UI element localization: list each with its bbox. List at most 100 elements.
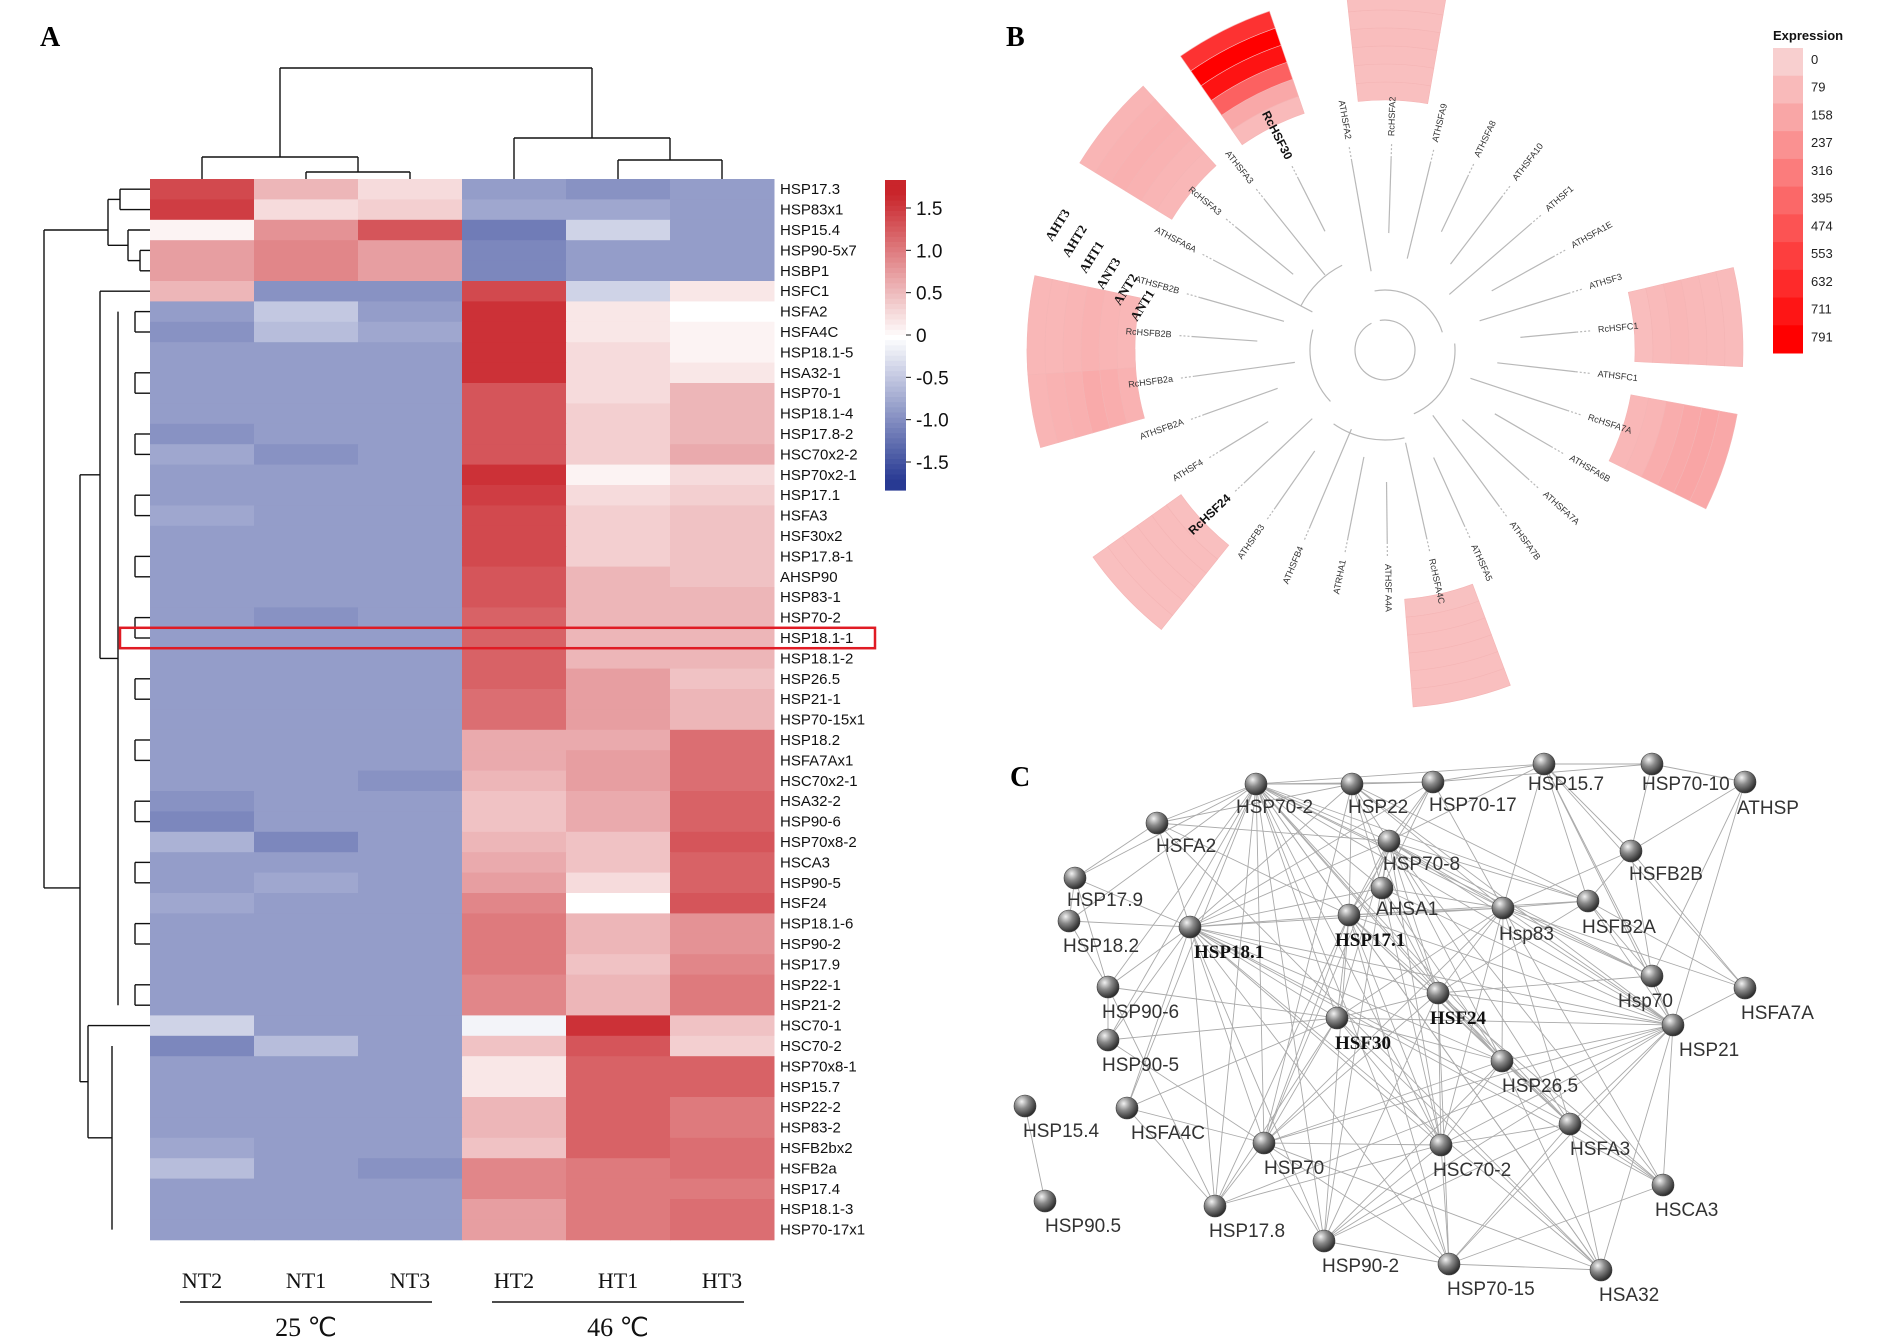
heatmap-cell bbox=[358, 281, 463, 302]
heatmap-cell bbox=[462, 1158, 567, 1180]
heatmap-cell bbox=[670, 505, 775, 527]
node-hsp83 bbox=[1491, 896, 1515, 920]
heatmap-cell bbox=[462, 464, 567, 486]
node-hsp90-5 bbox=[1033, 1189, 1057, 1213]
tree-branch bbox=[1203, 387, 1278, 416]
heatmap-cell bbox=[670, 444, 775, 466]
heatmap-cell bbox=[566, 301, 671, 323]
heatmap-cell bbox=[358, 668, 463, 690]
heatmap-cell bbox=[566, 525, 671, 547]
node-label-hsfb2b: HSFB2B bbox=[1629, 864, 1703, 885]
heatmap-cell bbox=[150, 1015, 255, 1037]
heatmap-cell bbox=[254, 729, 359, 751]
network-edge bbox=[1255, 783, 1450, 1265]
node-hsp70 bbox=[1640, 964, 1664, 988]
tree-tip-link bbox=[1266, 507, 1276, 520]
network-edge bbox=[1388, 840, 1439, 994]
heatmap-cell bbox=[462, 485, 567, 506]
node-label-hsp22: HSP22 bbox=[1348, 797, 1408, 818]
node-hsp90-5 bbox=[1096, 1028, 1120, 1052]
heatmap-cell bbox=[670, 1178, 775, 1200]
heatmap-cell bbox=[462, 831, 567, 853]
node-hsp70 bbox=[1252, 1131, 1276, 1155]
network-edge bbox=[1323, 840, 1390, 1242]
network-edge bbox=[1348, 783, 1353, 916]
heatmap-cell bbox=[254, 668, 359, 690]
heatmap-cell bbox=[150, 444, 255, 466]
tree-tip-link bbox=[1202, 253, 1216, 262]
tip-label-athsfa3: ATHSFA3 bbox=[1223, 149, 1255, 186]
tree-tip-link bbox=[1209, 449, 1222, 459]
network-edge bbox=[1651, 781, 1746, 977]
heatmap-cell bbox=[358, 219, 463, 241]
heatmap-cell bbox=[358, 179, 463, 200]
tip-label-rchsfc1: RcHSFC1 bbox=[1598, 321, 1639, 335]
expression-cell bbox=[1411, 668, 1511, 708]
color-scale-step bbox=[885, 304, 906, 310]
network-edge bbox=[1126, 926, 1191, 1109]
tree-tip-link bbox=[1190, 414, 1205, 420]
tip-label-rchsfb2b: RcHSFB2B bbox=[1125, 326, 1172, 339]
heatmap-cell bbox=[150, 933, 255, 955]
network-edge bbox=[1543, 763, 1746, 989]
heatmap-cell bbox=[150, 1158, 255, 1180]
heatmap-cell bbox=[150, 342, 255, 364]
row-label-hsp70-1: HSP70-1 bbox=[780, 385, 841, 402]
heatmap-cell bbox=[670, 362, 775, 384]
node-athsp bbox=[1733, 770, 1757, 794]
node-hsf24 bbox=[1426, 981, 1450, 1005]
color-scale-step bbox=[885, 293, 906, 300]
heatmap-cell bbox=[462, 199, 567, 221]
heatmap-cell bbox=[150, 1035, 255, 1057]
node-hsca3 bbox=[1651, 1173, 1675, 1197]
expression-legend-step bbox=[1773, 158, 1803, 188]
network-edge bbox=[1336, 907, 1504, 1019]
tree-branch bbox=[1193, 336, 1258, 342]
heatmap-cell bbox=[462, 1056, 567, 1078]
node-hsp15-4 bbox=[1013, 1094, 1037, 1118]
tree-tip-link bbox=[1186, 293, 1201, 299]
row-label-hsp21-1: HSP21-1 bbox=[780, 691, 841, 708]
heatmap-cell bbox=[462, 505, 567, 527]
network-edge bbox=[1126, 1017, 1338, 1109]
network-edge bbox=[1501, 907, 1504, 1062]
color-scale-step bbox=[885, 216, 906, 222]
expression-cell bbox=[1689, 410, 1738, 510]
color-scale-step bbox=[885, 335, 906, 341]
expression-cell bbox=[1346, 0, 1446, 16]
color-scale-step bbox=[885, 474, 906, 481]
heatmap-cell bbox=[670, 933, 775, 955]
heatmap-cell bbox=[462, 1219, 567, 1241]
tree-branch bbox=[1200, 297, 1285, 322]
color-scale-step bbox=[885, 236, 906, 243]
network-edge bbox=[1440, 1123, 1571, 1146]
heatmap-cell bbox=[150, 1219, 255, 1241]
heatmap-cell bbox=[566, 321, 671, 343]
network-edge bbox=[1440, 1024, 1674, 1146]
network-edge bbox=[1600, 1024, 1674, 1271]
heatmap-cell bbox=[150, 423, 255, 445]
color-scale-step bbox=[885, 453, 906, 460]
heatmap-cell bbox=[150, 750, 255, 772]
tip-label-athsf3: ATHSF3 bbox=[1588, 271, 1623, 291]
heatmap-cell bbox=[566, 1158, 671, 1180]
expression-legend-step bbox=[1773, 269, 1803, 299]
heatmap-cell bbox=[254, 1199, 359, 1220]
heatmap-cell bbox=[566, 362, 671, 384]
tree-tip-link bbox=[1500, 185, 1511, 198]
node-label-hsp18-2: HSP18.2 bbox=[1063, 936, 1139, 957]
row-label-hsp90-6: HSP90-6 bbox=[780, 814, 841, 831]
network-edge bbox=[1068, 920, 1191, 928]
heatmap-cell bbox=[150, 913, 255, 935]
row-label-hsc70-2: HSC70-2 bbox=[780, 1038, 842, 1055]
color-scale-step bbox=[885, 205, 906, 212]
heatmap-cell bbox=[358, 464, 463, 486]
network-edge bbox=[1381, 887, 1674, 1026]
row-label-hsp83-1: HSP83-1 bbox=[780, 589, 841, 606]
tip-label-athsfa8: ATHSFA8 bbox=[1472, 119, 1498, 159]
heatmap-cell bbox=[670, 240, 775, 262]
color-scale-step bbox=[885, 180, 906, 186]
tree-branch bbox=[1385, 481, 1388, 542]
network-edge bbox=[1263, 992, 1439, 1144]
heatmap-cell bbox=[566, 403, 671, 425]
